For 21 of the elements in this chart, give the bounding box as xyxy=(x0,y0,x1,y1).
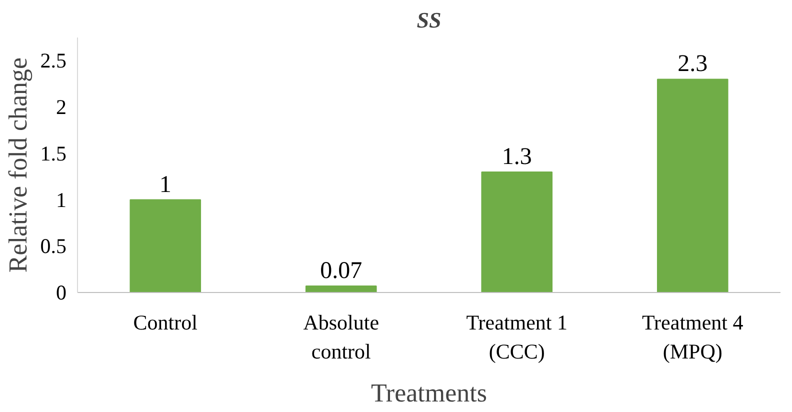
bar xyxy=(130,199,202,292)
data-label: 1.3 xyxy=(502,144,532,170)
bar xyxy=(305,286,377,292)
y-tick-label: 0.5 xyxy=(40,234,66,258)
x-tick-label: Treatment 1 (CCC) xyxy=(466,310,568,364)
bar xyxy=(656,78,728,292)
y-tick-label: 1.5 xyxy=(40,141,66,166)
x-tick-label: Control xyxy=(133,310,198,334)
data-label: 0.07 xyxy=(320,258,362,284)
data-label: 2.3 xyxy=(678,51,708,78)
bar xyxy=(481,171,553,292)
x-tick-label: Absolute control xyxy=(303,310,380,364)
y-tick-label: 0 xyxy=(56,280,66,304)
x-axis-title: Treatments xyxy=(370,378,488,408)
y-tick-label: 2.5 xyxy=(40,48,66,73)
y-tick-label: 2 xyxy=(56,95,66,120)
x-tick-label: Treatment 4 (MPQ) xyxy=(642,310,744,364)
y-tick-label: 1 xyxy=(56,188,66,212)
chart-title: SS xyxy=(416,8,442,32)
data-label: 1 xyxy=(159,172,172,198)
y-axis-title: Relative fold change xyxy=(3,57,32,273)
